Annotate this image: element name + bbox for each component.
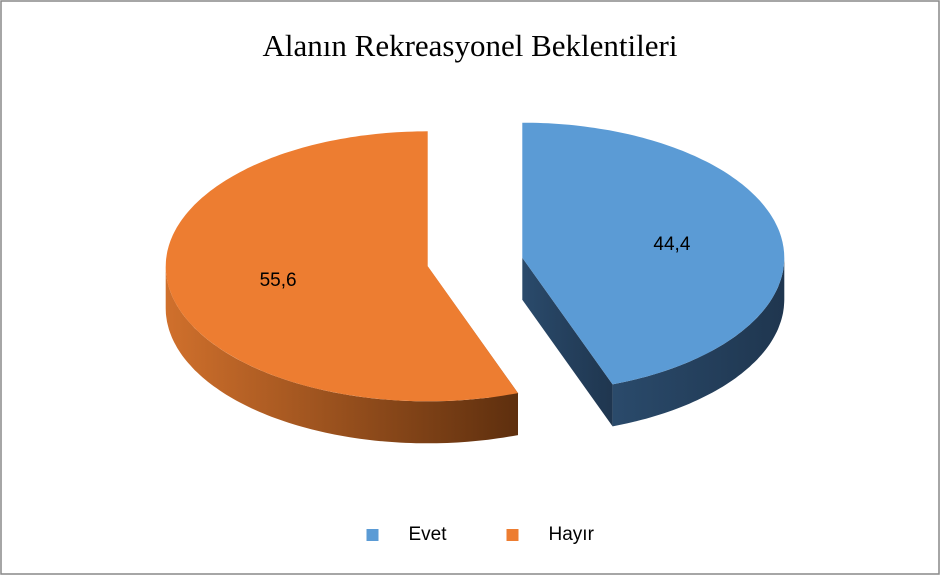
legend: Evet Hayır bbox=[366, 524, 595, 545]
slice-side bbox=[165, 266, 518, 444]
slice bbox=[522, 122, 785, 385]
legend-label: Evet bbox=[409, 524, 448, 545]
legend-swatch bbox=[506, 529, 519, 541]
legend-swatch bbox=[366, 529, 379, 541]
legend-label: Hayır bbox=[549, 524, 595, 545]
data-label: 44,4 bbox=[653, 234, 690, 255]
data-label: 55,6 bbox=[260, 270, 297, 291]
slice-side bbox=[612, 257, 785, 427]
chart-title: Alanın Rekreasyonel Beklentileri bbox=[263, 28, 678, 63]
pie: 44,4 55,6 bbox=[165, 122, 785, 444]
slice bbox=[165, 131, 518, 402]
slice-cut-face bbox=[522, 257, 613, 427]
